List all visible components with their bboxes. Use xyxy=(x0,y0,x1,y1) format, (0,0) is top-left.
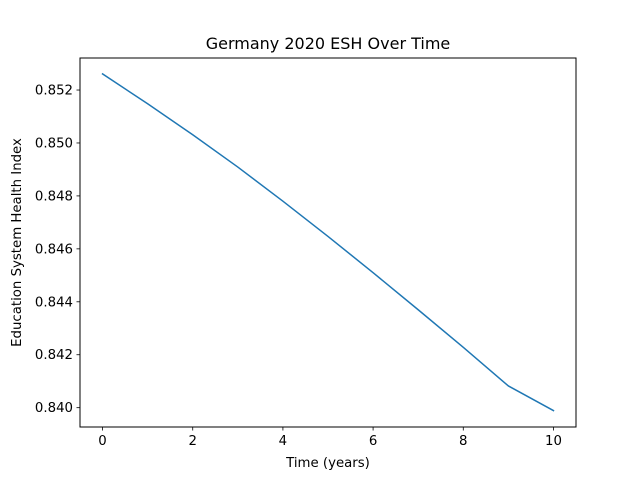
x-tick-label: 10 xyxy=(545,434,562,449)
y-tick-label: 0.852 xyxy=(35,84,73,99)
y-tick-label: 0.850 xyxy=(35,136,73,151)
axes-frame xyxy=(79,57,577,428)
x-tick-label: 2 xyxy=(188,434,196,449)
y-tick-label: 0.844 xyxy=(35,295,73,310)
series-line-0 xyxy=(101,72,555,412)
x-tick-label: 8 xyxy=(459,434,467,449)
x-tick-label: 0 xyxy=(98,434,106,449)
x-axis-ticks: 0 2 4 6 8 10 xyxy=(98,427,562,449)
y-tick-label: 0.846 xyxy=(35,242,73,257)
y-tick-label: 0.848 xyxy=(35,189,73,204)
chart-title: Germany 2020 ESH Over Time xyxy=(206,34,451,53)
x-tick-label: 4 xyxy=(279,434,287,449)
y-axis-ticks: 0.840 0.842 0.844 0.846 0.848 0.850 0.852 xyxy=(35,84,80,416)
y-tick-label: 0.842 xyxy=(35,348,73,363)
y-tick-label: 0.840 xyxy=(35,401,73,416)
plot-area xyxy=(80,58,576,427)
x-tick-label: 6 xyxy=(369,434,377,449)
x-axis-label: Time (years) xyxy=(285,456,370,471)
y-axis-label: Education System Health Index xyxy=(10,138,25,347)
series-layer xyxy=(101,72,555,412)
